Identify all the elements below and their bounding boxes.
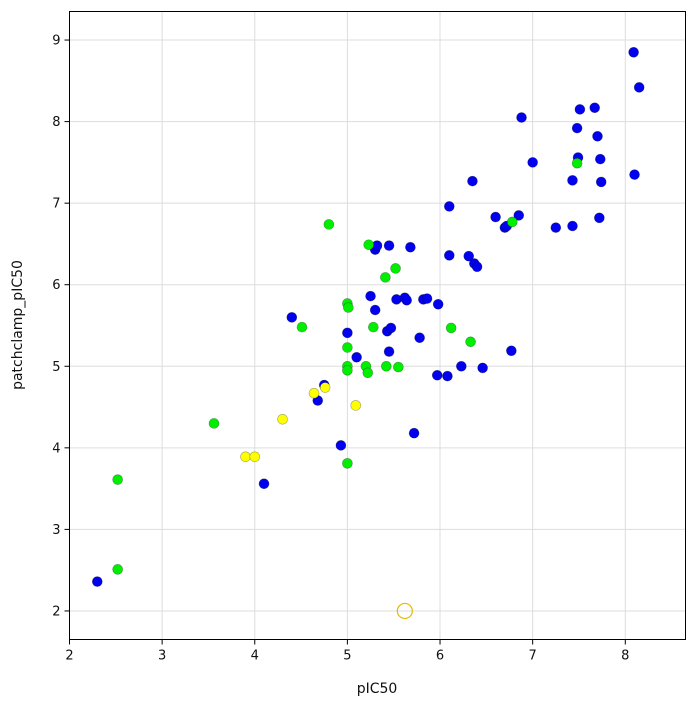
data-point (594, 153, 606, 165)
x-tick-label: 7 (529, 649, 537, 664)
x-axis-ticks: 2 3 4 5 6 7 8 (65, 639, 629, 664)
data-point (240, 451, 251, 463)
data-point (390, 263, 401, 274)
data-point (527, 157, 538, 168)
y-tick-label: 9 (52, 34, 60, 49)
data-point (467, 175, 478, 187)
plot-frame (69, 11, 686, 640)
data-point (277, 413, 288, 425)
data-points (91, 46, 645, 620)
y-tick-label: 5 (52, 360, 60, 375)
data-point (342, 342, 353, 353)
data-point (91, 576, 103, 587)
data-point (342, 327, 353, 339)
data-point (442, 370, 453, 382)
data-point (380, 272, 391, 283)
data-point (471, 261, 483, 273)
data-point (323, 219, 335, 230)
data-point (594, 212, 605, 224)
y-tick-label: 3 (52, 523, 60, 538)
data-point (383, 346, 395, 357)
data-point (383, 240, 395, 251)
data-point (414, 332, 425, 344)
data-point (112, 564, 123, 575)
x-tick-label: 2 (65, 649, 73, 664)
data-point (589, 102, 601, 114)
data-point (445, 322, 457, 334)
data-point (456, 360, 467, 372)
data-point (443, 201, 455, 212)
data-point (628, 46, 639, 58)
x-tick-label: 3 (158, 649, 166, 664)
data-point (401, 294, 412, 306)
data-point (258, 478, 270, 490)
data-point (490, 211, 501, 223)
data-point (308, 387, 320, 399)
data-point (421, 293, 433, 304)
data-point (342, 458, 353, 469)
data-point (369, 304, 381, 316)
x-tick-label: 8 (621, 649, 629, 664)
data-point (550, 222, 562, 233)
x-axis-label: pIC50 (357, 681, 398, 697)
data-point (112, 474, 123, 485)
data-point (506, 345, 517, 357)
data-point (405, 241, 416, 253)
data-point (408, 427, 420, 439)
data-point (443, 250, 455, 261)
data-point (350, 400, 362, 411)
data-point (362, 367, 374, 379)
data-point (342, 365, 353, 376)
x-tick-label: 6 (436, 649, 444, 664)
data-point (363, 239, 375, 251)
data-point (286, 312, 298, 323)
data-point (351, 352, 362, 363)
data-point (431, 369, 443, 381)
data-point (319, 382, 331, 393)
data-point (571, 157, 583, 169)
data-point (465, 336, 476, 348)
data-point (633, 82, 645, 93)
y-tick-label: 6 (52, 278, 60, 293)
data-point (335, 440, 347, 451)
hollow-data-point (396, 602, 413, 620)
data-point (629, 169, 640, 180)
data-point (249, 451, 261, 463)
data-point (343, 302, 354, 313)
data-point (516, 112, 527, 123)
data-point (365, 290, 376, 302)
x-tick-label: 4 (251, 649, 259, 664)
data-point (296, 321, 308, 333)
data-point (567, 220, 578, 232)
data-point (567, 175, 578, 186)
x-tick-label: 5 (343, 649, 351, 664)
data-point (208, 418, 220, 429)
data-point (477, 362, 488, 374)
y-tick-label: 4 (52, 441, 60, 456)
data-point (368, 321, 379, 333)
data-point (380, 360, 392, 372)
data-point (385, 322, 397, 334)
data-point (595, 176, 607, 188)
data-point (571, 122, 583, 134)
grid-lines (69, 11, 686, 640)
y-axis-label: patchclamp_pIC50 (10, 260, 26, 390)
data-point (592, 130, 603, 142)
data-point (393, 361, 404, 373)
data-point (574, 104, 586, 115)
y-tick-label: 7 (52, 197, 60, 212)
y-axis-ticks: 2 3 4 5 6 7 8 9 (52, 34, 70, 619)
data-point (506, 216, 518, 228)
y-tick-label: 8 (52, 115, 60, 130)
y-tick-label: 2 (52, 604, 60, 619)
data-point (513, 210, 525, 221)
data-point (463, 250, 475, 262)
data-point (432, 298, 444, 310)
